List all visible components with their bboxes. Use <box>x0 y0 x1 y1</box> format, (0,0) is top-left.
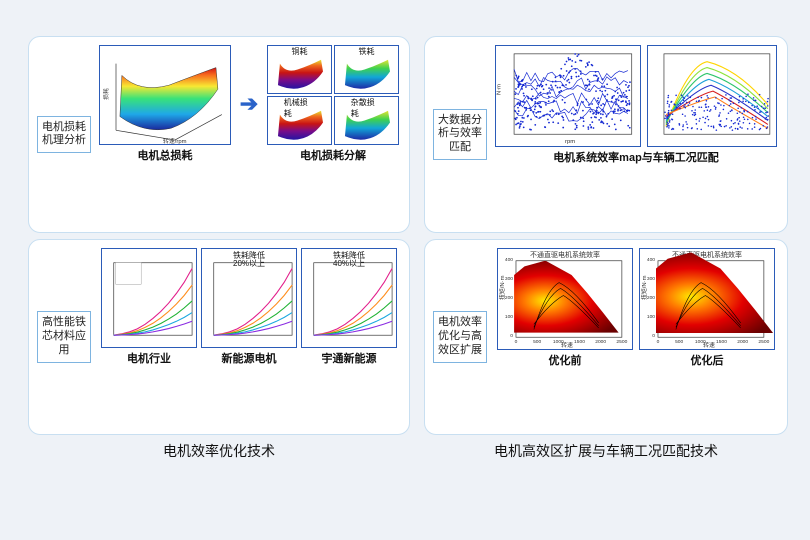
svg-text:2000: 2000 <box>737 339 748 345</box>
scatter-working-points: N·m rpm <box>495 45 641 147</box>
svg-text:500: 500 <box>533 339 541 345</box>
svg-text:100: 100 <box>647 314 655 320</box>
decomp-stray: 杂散损耗 <box>334 96 399 145</box>
line-chart-0: 电机行业 <box>101 248 197 366</box>
svg-text:500: 500 <box>675 339 683 345</box>
svg-text:1500: 1500 <box>716 339 727 345</box>
svg-text:200: 200 <box>505 295 513 301</box>
line-chart-cap-2: 宇通新能源 <box>322 350 377 366</box>
svg-text:0: 0 <box>657 339 660 345</box>
heatmap-before: 不通直驱电机系统效率 扭矩/N·m 转速 0500100015002000250… <box>497 248 633 368</box>
line-chart-cap-0: 电机行业 <box>127 350 171 366</box>
panel-bigdata-match: 大数据分析与效率匹配 N·m rpm <box>424 36 788 233</box>
surface3d-total-loss: 损耗 转速/rpm <box>99 45 231 145</box>
total-loss-block: 损耗 转速/rpm 电机总损耗 <box>99 45 231 163</box>
svg-text:2000: 2000 <box>595 339 606 345</box>
efficiency-map <box>647 45 777 147</box>
right-section-title: 电机高效区扩展与车辆工况匹配技术 <box>424 441 788 520</box>
svg-text:0: 0 <box>515 339 518 345</box>
tr-caption: 电机系统效率map与车辆工况匹配 <box>553 149 719 165</box>
svg-text:1000: 1000 <box>553 339 564 345</box>
panel-label: 大数据分析与效率匹配 <box>433 109 487 160</box>
heatmap-after: 不通直驱电机系统效率 扭矩/N·m 转速 0500100015002000250… <box>639 248 775 368</box>
svg-text:200: 200 <box>647 295 655 301</box>
heatmap-row: 不通直驱电机系统效率 扭矩/N·m 转速 0500100015002000250… <box>495 248 777 368</box>
panel-label: 电机损耗机理分析 <box>37 116 91 154</box>
svg-text:0: 0 <box>652 333 655 339</box>
decomp-grid: 铜耗 铁耗 机械损耗 杂散损耗 <box>267 45 399 145</box>
layout-grid: 电机损耗机理分析 <box>28 36 782 520</box>
decomp-block: 铜耗 铁耗 机械损耗 杂散损耗 电机损耗分解 <box>267 45 399 163</box>
svg-text:100: 100 <box>505 314 513 320</box>
svg-text:转速/rpm: 转速/rpm <box>163 137 187 144</box>
decomp-mech: 机械损耗 <box>267 96 332 145</box>
line-chart-cap-1: 新能源电机 <box>222 350 277 366</box>
svg-text:rpm: rpm <box>565 139 575 145</box>
svg-text:2500: 2500 <box>616 339 627 345</box>
line-chart-1: 铁耗降低 20%以上 新能源电机 <box>201 248 297 366</box>
decomp-caption: 电机损耗分解 <box>300 147 366 163</box>
panel-label: 电机效率优化与高效区扩展 <box>433 311 487 362</box>
svg-text:300: 300 <box>505 276 513 282</box>
svg-text:损耗: 损耗 <box>102 88 110 100</box>
arrow-icon: ➔ <box>237 91 261 117</box>
svg-text:300: 300 <box>647 276 655 282</box>
svg-text:N·m: N·m <box>496 84 502 95</box>
svg-text:2500: 2500 <box>758 339 769 345</box>
panel-loss-analysis: 电机损耗机理分析 <box>28 36 410 233</box>
svg-text:1000: 1000 <box>695 339 706 345</box>
line-chart-2: 铁耗降低 40%以上 宇通新能源 <box>301 248 397 366</box>
svg-text:400: 400 <box>505 256 513 262</box>
decomp-cu: 铜耗 <box>267 45 332 94</box>
left-section-title: 电机效率优化技术 <box>28 441 410 520</box>
heatmap-before-cap: 优化前 <box>549 352 582 368</box>
svg-text:1500: 1500 <box>574 339 585 345</box>
svg-text:400: 400 <box>647 256 655 262</box>
decomp-fe: 铁耗 <box>334 45 399 94</box>
panel-label: 高性能铁芯材料应用 <box>37 311 91 362</box>
svg-text:0: 0 <box>510 333 513 339</box>
total-loss-caption: 电机总损耗 <box>138 147 193 163</box>
heatmap-after-cap: 优化后 <box>691 352 724 368</box>
line-chart-row: 电机行业 铁耗降低 20%以上 新能源电机 铁耗降低 40%以上 <box>101 248 397 366</box>
panel-core-material: 高性能铁芯材料应用 电机行业 铁耗降低 20%以上 <box>28 239 410 436</box>
panel-efficiency-opt: 电机效率优化与高效区扩展 不通直驱电机系统效率 扭矩/N·m 转速 050010… <box>424 239 788 436</box>
